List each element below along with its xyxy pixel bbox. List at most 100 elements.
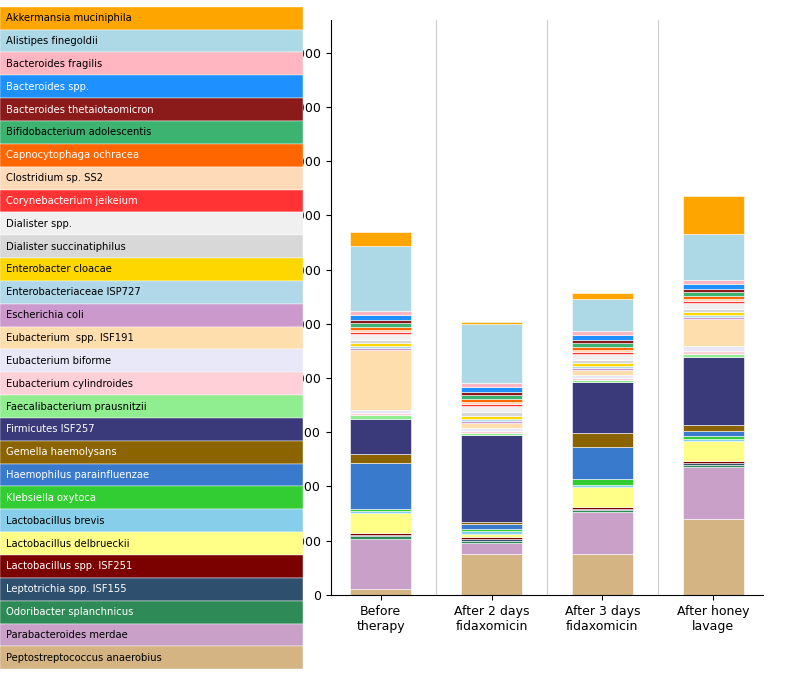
Bar — [572, 347, 633, 350]
Bar — [572, 370, 633, 375]
Bar — [350, 413, 411, 416]
Text: Faecalibacterium prausnitzii: Faecalibacterium prausnitzii — [6, 402, 147, 412]
Bar — [350, 416, 411, 418]
Text: Bifidobacterium adolescentis: Bifidobacterium adolescentis — [6, 127, 152, 137]
Text: Lactobacillus delbrueckii: Lactobacillus delbrueckii — [6, 539, 130, 549]
Bar — [461, 533, 522, 537]
Bar — [461, 402, 522, 404]
Bar — [461, 404, 522, 406]
Bar — [461, 412, 522, 416]
Text: Lactobacillus brevis: Lactobacillus brevis — [6, 516, 105, 526]
Bar — [461, 387, 522, 392]
Bar — [572, 354, 633, 360]
Bar — [572, 293, 633, 299]
Bar — [683, 301, 744, 304]
Text: Leptotrichia spp. ISF155: Leptotrichia spp. ISF155 — [6, 584, 127, 594]
Bar — [572, 508, 633, 510]
Bar — [683, 439, 744, 441]
Bar — [683, 293, 744, 295]
Bar — [350, 233, 411, 246]
Bar — [572, 368, 633, 370]
Bar — [461, 399, 522, 402]
Bar — [572, 554, 633, 595]
Bar — [350, 343, 411, 346]
Bar — [350, 320, 411, 323]
Bar — [572, 377, 633, 380]
Bar — [683, 463, 744, 465]
Text: Bacteroides spp.: Bacteroides spp. — [6, 82, 90, 92]
Bar — [461, 419, 522, 421]
Text: Dialister spp.: Dialister spp. — [6, 219, 72, 228]
Bar — [350, 511, 411, 513]
Y-axis label: Sum(intensity): Sum(intensity) — [252, 257, 266, 358]
Bar — [350, 330, 411, 332]
Text: Firmicutes ISF257: Firmicutes ISF257 — [6, 425, 95, 435]
Bar — [350, 410, 411, 413]
Bar — [683, 425, 744, 431]
Bar — [350, 589, 411, 595]
Bar — [683, 354, 744, 357]
Bar — [683, 196, 744, 234]
Text: Enterobacter cloacae: Enterobacter cloacae — [6, 264, 113, 274]
Bar — [683, 465, 744, 467]
Bar — [461, 431, 522, 433]
Bar — [683, 346, 744, 352]
Text: Eubacterium  spp. ISF191: Eubacterium spp. ISF191 — [6, 333, 134, 343]
Bar — [572, 506, 633, 508]
Text: Clostridium sp. SS2: Clostridium sp. SS2 — [6, 173, 103, 183]
Bar — [683, 317, 744, 319]
Bar — [683, 315, 744, 317]
Text: Gemella haemolysans: Gemella haemolysans — [6, 448, 117, 457]
Bar — [461, 435, 522, 522]
Text: Eubacterium biforme: Eubacterium biforme — [6, 356, 112, 366]
Bar — [461, 395, 522, 399]
Bar — [461, 406, 522, 412]
Bar — [461, 416, 522, 419]
Text: Klebsiella oxytoca: Klebsiella oxytoca — [6, 493, 96, 503]
Bar — [350, 339, 411, 343]
Text: Odoribacter splanchnicus: Odoribacter splanchnicus — [6, 607, 134, 617]
Bar — [683, 312, 744, 315]
Bar — [461, 524, 522, 529]
Text: Peptostreptococcus anaerobius: Peptostreptococcus anaerobius — [6, 653, 162, 662]
Bar — [461, 541, 522, 543]
Text: Bacteroides fragilis: Bacteroides fragilis — [6, 59, 102, 69]
Bar — [461, 537, 522, 539]
Text: Parabacteroides merdae: Parabacteroides merdae — [6, 630, 128, 640]
Bar — [350, 323, 411, 327]
Bar — [461, 322, 522, 324]
Bar — [683, 289, 744, 293]
Bar — [461, 429, 522, 431]
Bar — [461, 539, 522, 541]
Bar — [461, 529, 522, 531]
Text: Haemophilus parainfluenzae: Haemophilus parainfluenzae — [6, 470, 150, 480]
Bar — [683, 319, 744, 346]
Bar — [350, 314, 411, 320]
Bar — [572, 380, 633, 382]
Bar — [350, 513, 411, 533]
Bar — [683, 299, 744, 301]
Text: Dialister succinatiphilus: Dialister succinatiphilus — [6, 241, 126, 251]
Bar — [572, 352, 633, 354]
Bar — [683, 431, 744, 436]
Bar — [350, 327, 411, 330]
Bar — [683, 357, 744, 425]
Bar — [683, 234, 744, 281]
Bar — [683, 281, 744, 284]
Bar — [350, 346, 411, 348]
Bar — [683, 467, 744, 519]
Bar — [461, 543, 522, 554]
Bar — [683, 309, 744, 312]
Bar — [350, 508, 411, 511]
Bar — [683, 461, 744, 463]
Bar — [461, 392, 522, 395]
Bar — [461, 383, 522, 387]
Text: Eubacterium cylindroides: Eubacterium cylindroides — [6, 379, 133, 389]
Bar — [350, 533, 411, 535]
Bar — [350, 463, 411, 508]
Bar — [572, 350, 633, 352]
Bar — [350, 350, 411, 410]
Text: Capnocytophaga ochracea: Capnocytophaga ochracea — [6, 150, 139, 160]
Bar — [683, 352, 744, 354]
Bar — [572, 335, 633, 340]
